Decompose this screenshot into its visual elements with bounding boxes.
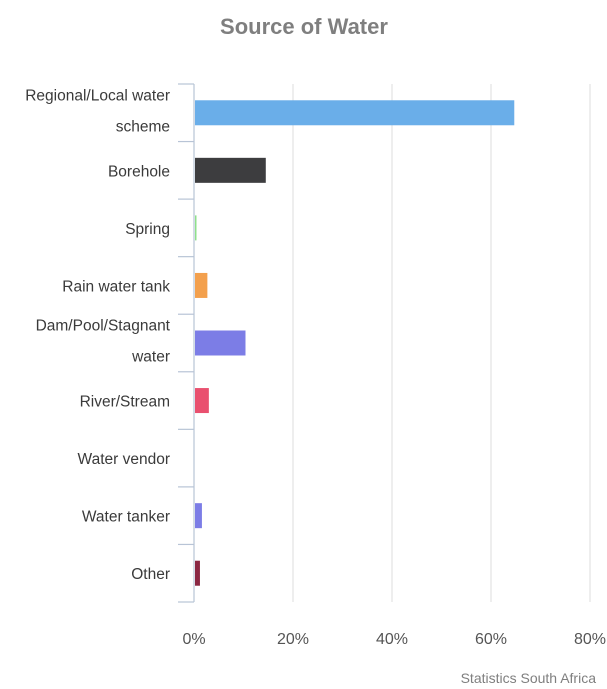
bar: [195, 503, 202, 529]
y-axis: [178, 83, 195, 603]
x-tick-label: 80%: [574, 631, 606, 648]
bar: [195, 215, 197, 241]
category-label: Spring: [125, 221, 170, 238]
chart-title: Source of Water: [220, 14, 388, 39]
bar: [195, 330, 246, 356]
category-label: River/Stream: [80, 394, 170, 411]
bar: [195, 388, 209, 414]
source-label: Statistics South Africa: [461, 670, 597, 686]
x-tick-label: 40%: [376, 631, 408, 648]
category-label: Rain water tank: [62, 278, 170, 295]
x-tick-label: 0%: [182, 631, 205, 648]
category-label: Regional/Local water scheme: [25, 87, 170, 135]
x-tick-label: 20%: [277, 631, 309, 648]
category-label: Borehole: [108, 163, 170, 180]
category-labels: Regional/Local water scheme Borehole Spring…: [25, 87, 170, 583]
category-label: Dam/Pool/Stagnant water: [36, 318, 171, 366]
gridlines: [292, 84, 591, 602]
category-label: Water tanker: [82, 509, 170, 526]
category-label: Other: [131, 566, 170, 583]
bar: [195, 272, 208, 298]
x-tick-label: 60%: [475, 631, 507, 648]
bars: [195, 100, 515, 586]
bar: [195, 157, 266, 183]
category-label: Water vendor: [78, 451, 170, 468]
bar: [195, 560, 200, 586]
x-tick-labels: 0% 20% 40% 60% 80%: [182, 631, 606, 648]
bar: [195, 100, 515, 126]
